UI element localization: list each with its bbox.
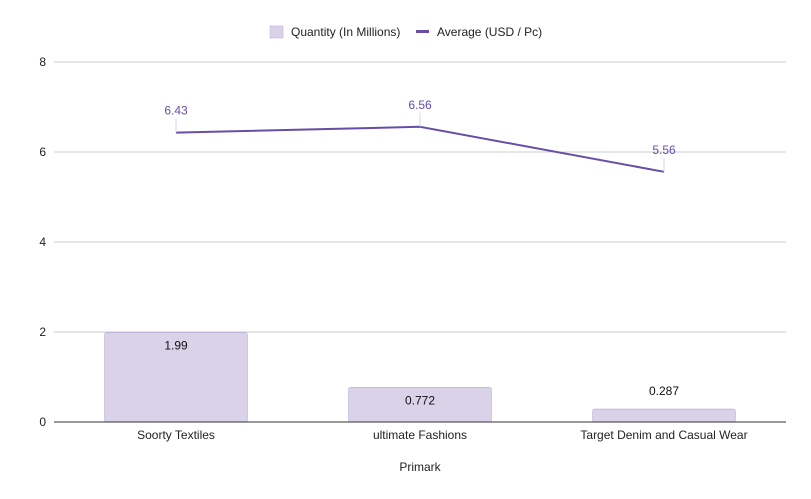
y-axis-ticks: 0 2 4 6 8: [39, 55, 46, 429]
legend-label-quantity: Quantity (In Millions): [291, 25, 400, 39]
line-data-label: 5.56: [652, 143, 676, 157]
x-category-label: ultimate Fashions: [373, 428, 467, 442]
bar-labels: 1.99 0.772 0.287: [164, 338, 679, 407]
line-data-label: 6.56: [408, 98, 432, 112]
bar-series: [104, 332, 736, 423]
gridlines: [54, 61, 786, 333]
y-tick-label: 2: [39, 325, 46, 339]
legend-label-average: Average (USD / Pc): [437, 25, 542, 39]
legend: Quantity (In Millions) Average (USD / Pc…: [269, 25, 542, 39]
line-data-label: 6.43: [164, 104, 188, 118]
legend-swatch-quantity: [269, 25, 284, 39]
bar-data-label: 1.99: [164, 338, 188, 352]
bar: [592, 408, 736, 423]
legend-swatch-average: [416, 30, 429, 33]
x-category-label: Soorty Textiles: [137, 428, 215, 442]
x-axis-title: Primark: [399, 460, 441, 474]
x-axis-categories: Soorty Textiles ultimate Fashions Target D…: [137, 428, 748, 442]
y-tick-label: 6: [39, 145, 46, 159]
line-series: [175, 112, 665, 173]
x-category-label: Target Denim and Casual Wear: [580, 428, 747, 442]
y-tick-label: 4: [39, 235, 46, 249]
y-tick-label: 8: [39, 55, 46, 69]
bar-data-label: 0.287: [649, 384, 679, 398]
bar-data-label: 0.772: [405, 393, 435, 407]
series-line: [175, 125, 665, 173]
line-labels: 6.43 6.56 5.56: [164, 98, 676, 157]
y-tick-label: 0: [39, 415, 46, 429]
